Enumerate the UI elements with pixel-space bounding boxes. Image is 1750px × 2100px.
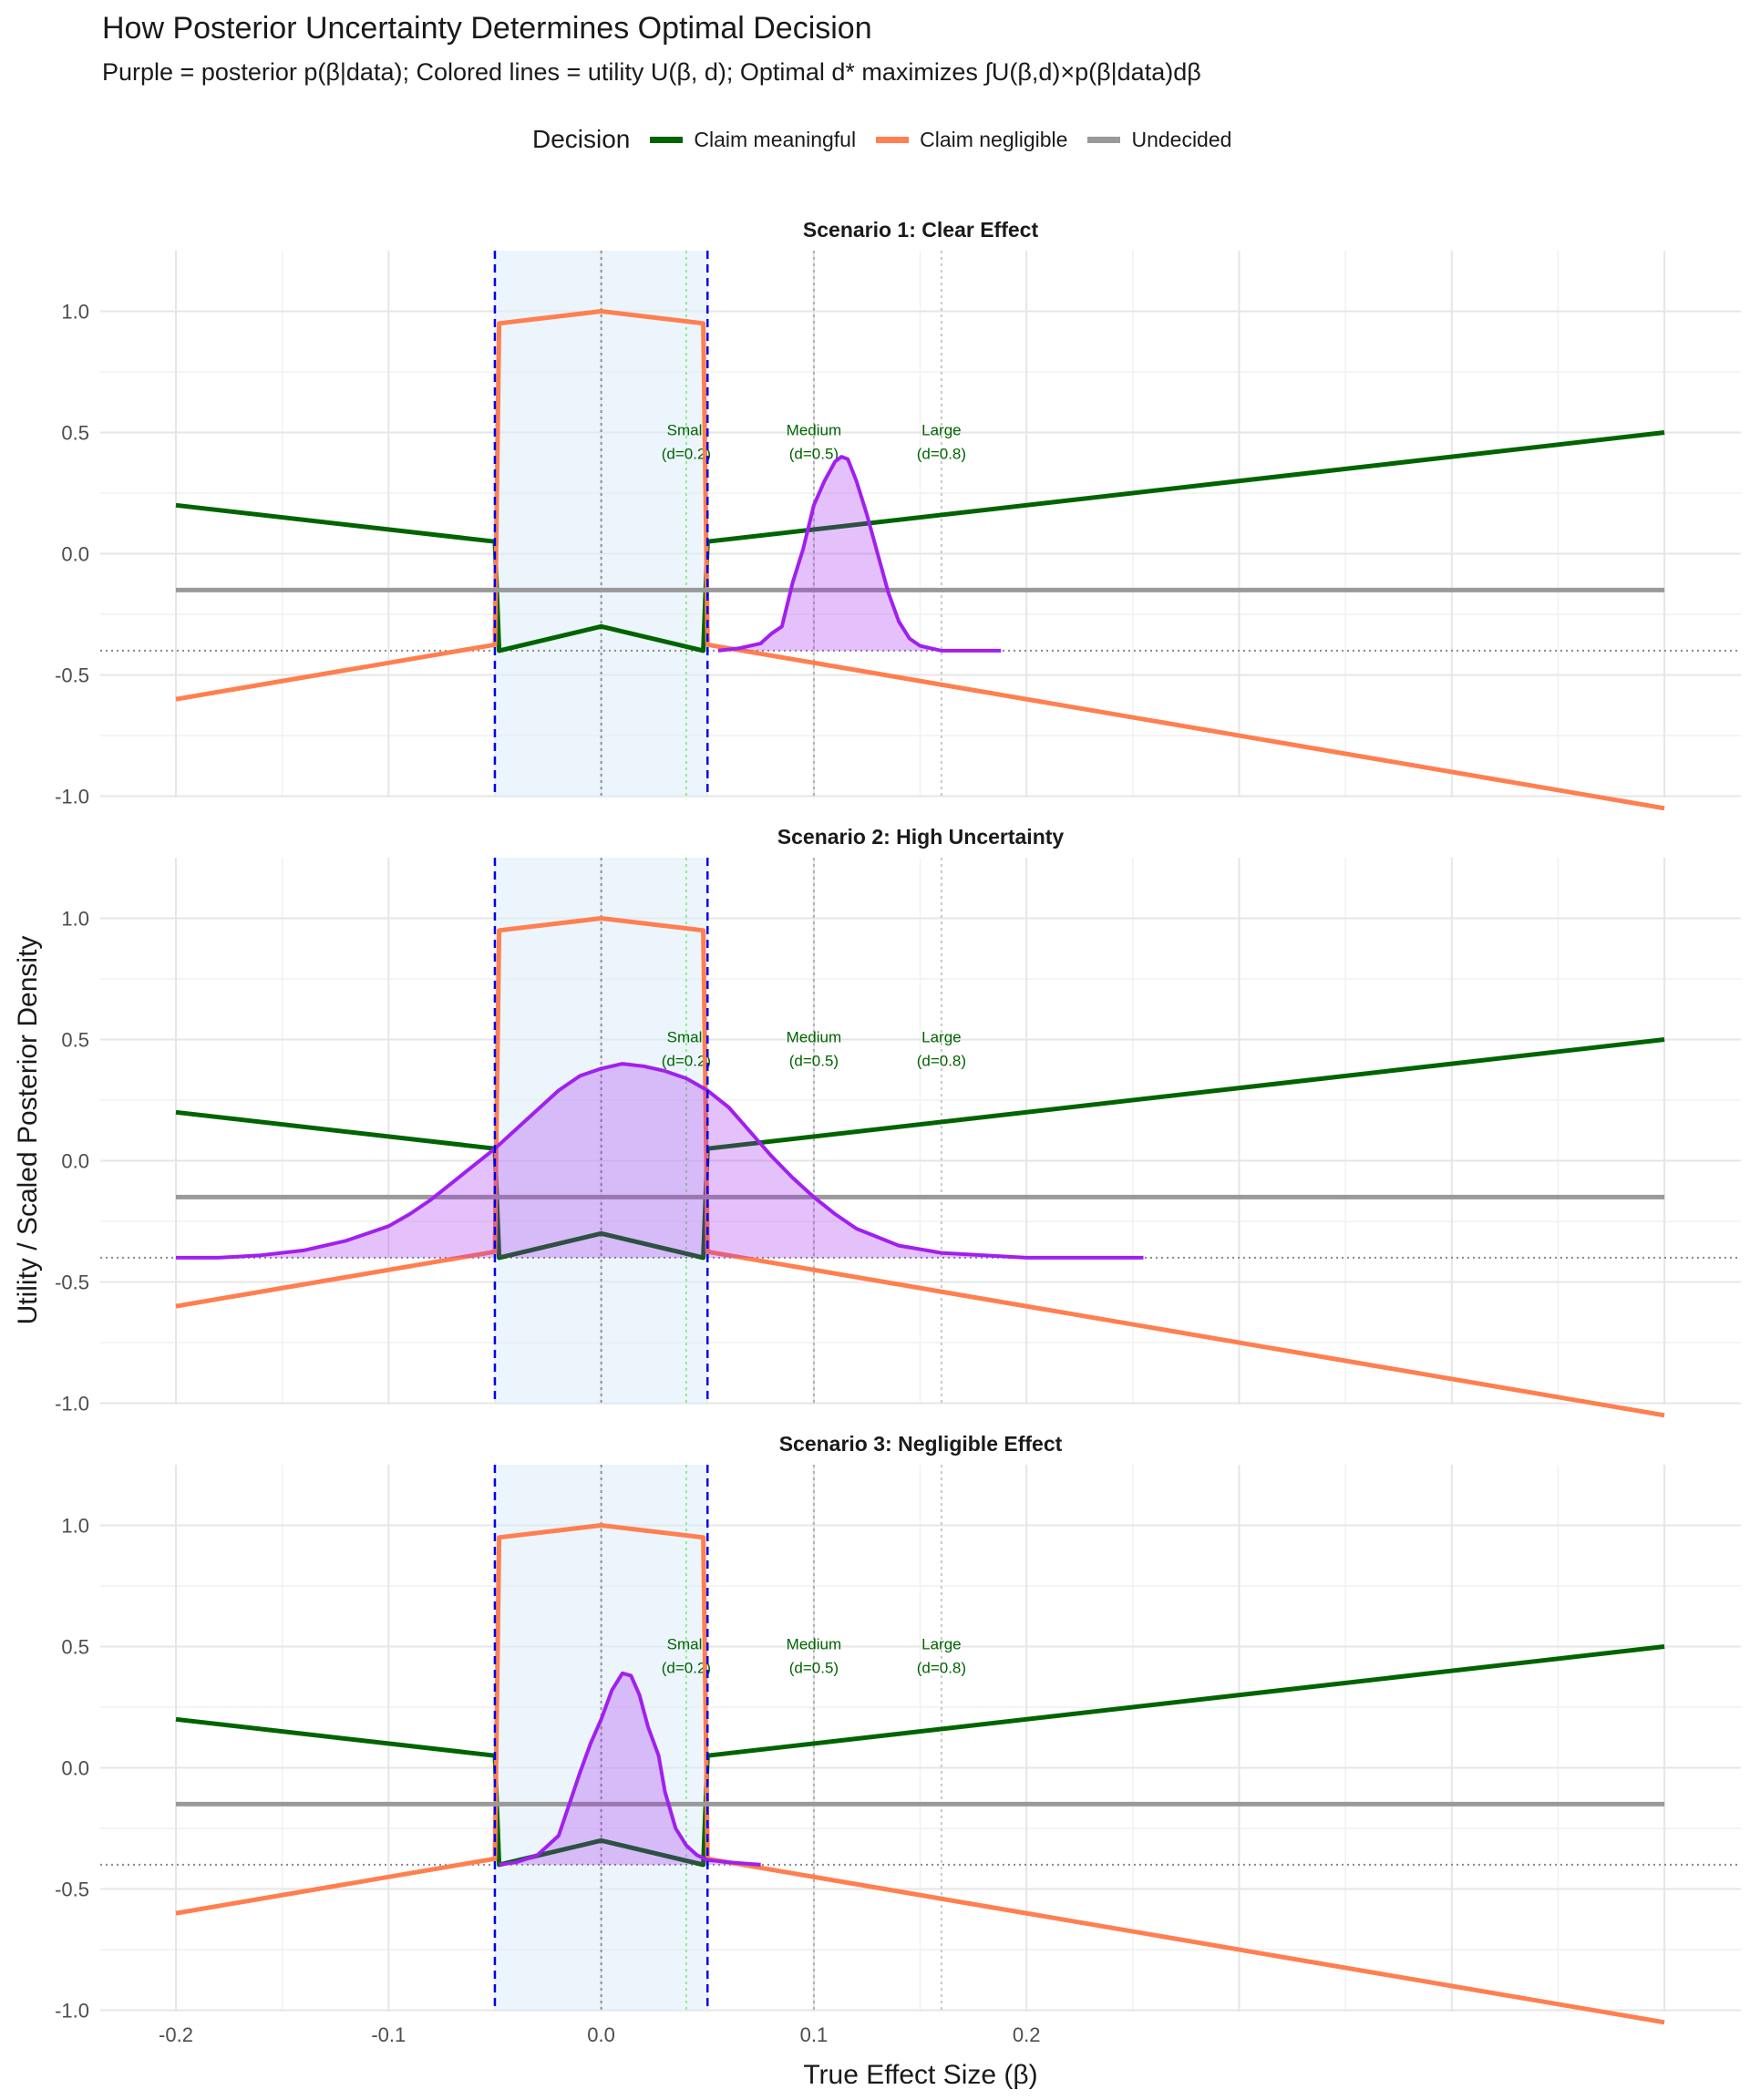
y-tick-label: -0.5 <box>55 1879 89 1901</box>
chart-title: How Posterior Uncertainty Determines Opt… <box>102 11 872 46</box>
x-tick-label: 0.1 <box>800 2023 829 2046</box>
effect-size-label: (d=0.5) <box>789 1053 839 1070</box>
y-axis-title: Utility / Scaled Posterior Density <box>13 936 43 1325</box>
legend-label-undecided: Undecided <box>1131 127 1232 151</box>
y-tick-label: 0.5 <box>61 1029 89 1052</box>
legend-swatch-claim-meaningful <box>650 136 684 143</box>
utility-line <box>175 916 1665 1418</box>
legend: Decision Claim meaningful Claim negligib… <box>532 123 1251 156</box>
y-tick-label: 0.5 <box>61 422 89 445</box>
effect-size-label: (d=0.8) <box>917 446 966 463</box>
x-axis-title: True Effect Size (β) <box>803 2060 1037 2090</box>
effect-size-label: Small <box>667 1029 706 1046</box>
effect-size-label: Small <box>667 422 706 439</box>
effect-size-label: (d=0.2) <box>662 1053 711 1070</box>
legend-swatch-claim-negligible <box>876 136 910 143</box>
y-tick-label: -0.5 <box>55 664 89 687</box>
panel-title: Scenario 1: Clear Effect <box>803 218 1039 242</box>
effect-size-label: (d=0.5) <box>789 1660 839 1677</box>
effect-size-label: Small <box>667 1636 706 1653</box>
effect-size-label: Large <box>921 1636 961 1653</box>
posterior-fill <box>499 1673 761 1865</box>
y-tick-label: -1.0 <box>55 786 89 808</box>
y-tick-label: 0.0 <box>61 1757 89 1780</box>
legend-item-undecided: Undecided <box>1087 128 1231 152</box>
y-tick-label: 1.0 <box>61 301 89 324</box>
effect-size-label: Medium <box>787 1636 841 1653</box>
legend-title: Decision <box>532 125 631 153</box>
effect-size-label: (d=0.5) <box>789 446 839 463</box>
panel-3: Scenario 3: Negligible Effect Small (d=0.2… <box>55 1432 1741 2025</box>
panel-title: Scenario 2: High Uncertainty <box>777 825 1065 849</box>
x-tick-label: 0.0 <box>587 2023 615 2046</box>
legend-label-claim-meaningful: Claim meaningful <box>694 127 857 151</box>
effect-size-label: Medium <box>787 422 841 439</box>
legend-item-claim-negligible: Claim negligible <box>876 128 1067 152</box>
effect-size-label: (d=0.2) <box>662 446 711 463</box>
y-tick-label: 0.0 <box>61 543 89 566</box>
y-tick-label: 1.0 <box>61 1515 89 1538</box>
effect-size-label: (d=0.2) <box>662 1660 711 1677</box>
posterior-line <box>717 455 1002 653</box>
panel-1: Scenario 1: Clear Effect Small (d=0.2) Medi… <box>55 218 1741 811</box>
effect-size-label: (d=0.8) <box>917 1660 966 1677</box>
posterior-line <box>176 1062 1144 1260</box>
y-tick-label: -0.5 <box>55 1271 89 1294</box>
posterior-line <box>499 1671 761 1867</box>
y-tick-label: -1.0 <box>55 2000 89 2023</box>
rope-region <box>494 251 708 798</box>
legend-label-claim-negligible: Claim negligible <box>920 127 1068 151</box>
x-tick-label: -0.1 <box>371 2023 406 2046</box>
effect-size-label: Large <box>921 422 961 439</box>
y-tick-label: 1.0 <box>61 908 89 931</box>
effect-size-label: Large <box>921 1029 961 1046</box>
effect-size-label: Medium <box>787 1029 841 1046</box>
effect-size-label: (d=0.8) <box>917 1053 966 1070</box>
legend-swatch-undecided <box>1087 136 1121 143</box>
x-tick-label: -0.2 <box>159 2023 193 2046</box>
panel-title: Scenario 3: Negligible Effect <box>779 1432 1063 1456</box>
legend-item-claim-meaningful: Claim meaningful <box>650 128 856 152</box>
y-tick-label: 0.5 <box>61 1636 89 1659</box>
utility-line <box>175 309 1665 811</box>
chart-subtitle: Purple = posterior p(β|data); Colored li… <box>102 58 1201 86</box>
panel-2: Scenario 2: High Uncertainty Small (d=0.2)… <box>55 825 1741 1418</box>
y-tick-label: 0.0 <box>61 1150 89 1173</box>
y-tick-label: -1.0 <box>55 1393 89 1415</box>
x-tick-label: 0.2 <box>1013 2023 1041 2046</box>
